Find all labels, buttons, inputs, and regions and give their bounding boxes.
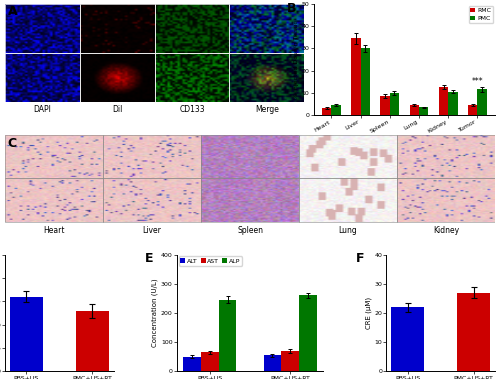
Bar [201,352,218,371]
Bar [230,4,304,53]
Bar [468,105,477,115]
Bar [392,307,424,371]
Bar [390,93,399,115]
Bar [360,48,370,115]
Text: C: C [8,137,16,150]
Text: Liver: Liver [142,226,162,235]
Bar [5,178,103,222]
Y-axis label: Concentration (U/L): Concentration (U/L) [152,279,158,347]
Bar [410,105,419,115]
Text: Merge: Merge [255,105,278,114]
Bar [5,135,103,178]
Bar [5,4,80,53]
Bar [264,356,281,371]
Text: ***: *** [472,77,483,86]
Text: DAPI: DAPI [34,105,52,114]
Bar [457,293,490,371]
Bar [380,96,390,115]
Bar [282,351,299,371]
Text: Spleen: Spleen [237,226,263,235]
Bar [5,53,80,102]
Bar [299,296,316,371]
Bar [351,38,360,115]
Text: E: E [144,252,153,265]
Bar [103,178,201,222]
Bar [201,178,299,222]
Bar [80,4,154,53]
Bar [397,178,495,222]
Bar [299,178,397,222]
Legend: RMC, PMC: RMC, PMC [468,6,493,23]
Bar [10,297,43,371]
Text: CD133: CD133 [179,105,205,114]
Bar [184,357,201,371]
Bar [478,89,487,115]
Text: DiI: DiI [112,105,122,114]
Bar [154,53,230,102]
Bar [332,105,340,115]
Bar [103,135,201,178]
Text: B: B [286,2,296,14]
Bar [76,311,108,371]
Bar [299,135,397,178]
Bar [448,92,458,115]
Bar [154,4,230,53]
Text: A: A [8,5,18,18]
Bar [322,108,332,115]
Text: Lung: Lung [338,226,357,235]
Text: Heart: Heart [44,226,65,235]
Bar [230,53,304,102]
Bar [80,53,154,102]
Legend: ALT, AST, ALP: ALT, AST, ALP [178,257,242,266]
Bar [397,135,495,178]
Text: Kidney: Kidney [433,226,459,235]
Y-axis label: % Injected Dose/g Tissue: % Injected Dose/g Tissue [294,20,299,99]
Text: F: F [356,252,364,265]
Bar [218,300,236,371]
Bar [419,107,428,115]
Bar [201,135,299,178]
Y-axis label: CRE (μM): CRE (μM) [365,297,372,329]
Bar [439,87,448,115]
